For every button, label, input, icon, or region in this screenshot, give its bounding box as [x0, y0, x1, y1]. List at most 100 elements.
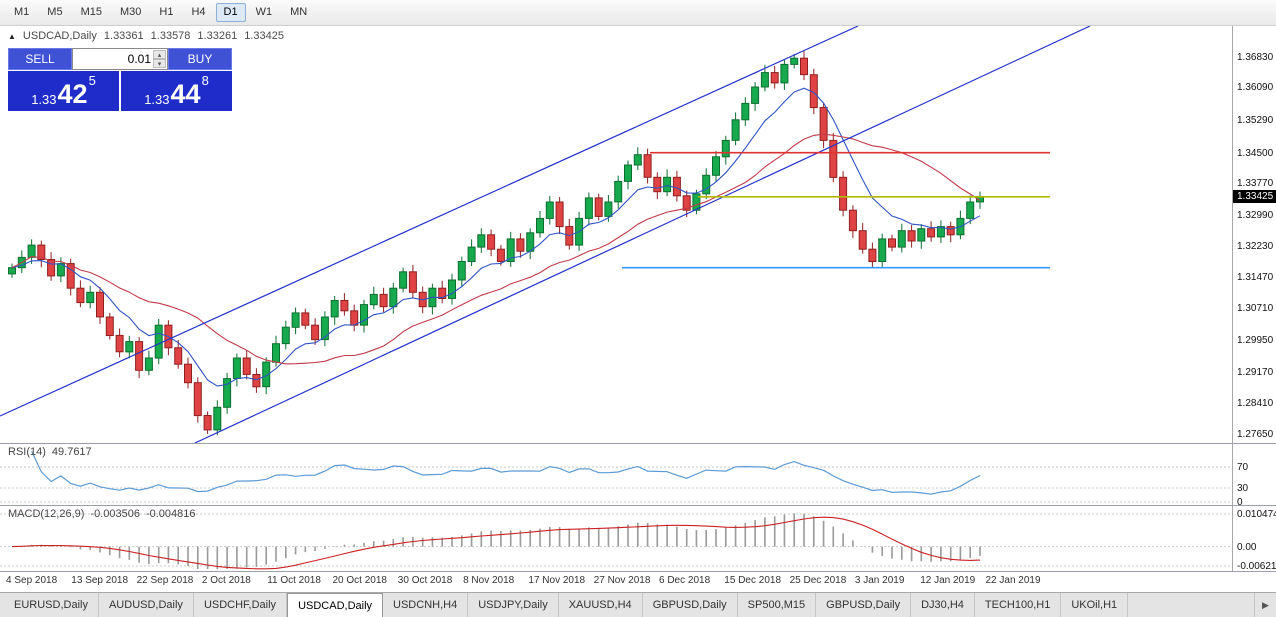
chart-tab-eurusd-daily[interactable]: EURUSD,Daily: [4, 593, 99, 617]
date-tick-label: 25 Dec 2018: [789, 575, 847, 586]
date-tick-label: 13 Sep 2018: [71, 575, 129, 586]
chart-tab-dj30-h4[interactable]: DJ30,H4: [911, 593, 975, 617]
macd-indicator-panel: MACD(12,26,9) -0.003506 -0.004816 0.0104…: [0, 506, 1276, 572]
chart-tab-usdcnh-h4[interactable]: USDCNH,H4: [383, 593, 469, 617]
date-tick-label: 6 Dec 2018: [659, 575, 711, 586]
chart-tab-xauusd-h4[interactable]: XAUUSD,H4: [559, 593, 643, 617]
rsi-name: RSI(14): [8, 446, 46, 458]
panel-splitter[interactable]: [0, 443, 1276, 444]
chart-tab-sp500-m15[interactable]: SP500,M15: [738, 593, 817, 617]
tab-list: EURUSD,Daily AUDUSD,Daily USDCHF,Daily USDC…: [4, 593, 1129, 617]
current-price-badge: 1.33425: [1233, 189, 1276, 203]
chart-tab-bar: EURUSD,Daily AUDUSD,Daily USDCHF,Daily USDC…: [0, 592, 1276, 617]
rsi-chart[interactable]: [0, 444, 1232, 505]
timeframe-button-m15[interactable]: M15: [80, 6, 102, 18]
date-tick-label: 22 Jan 2019: [985, 575, 1041, 586]
rsi-value: 49.7617: [51, 446, 92, 458]
trade-panel-toggle-icon[interactable]: ▲: [8, 31, 16, 41]
macd-axis-label: 0.00: [1237, 541, 1257, 553]
chart-tab-audusd-daily[interactable]: AUDUSD,Daily: [99, 593, 194, 617]
bid-price-display[interactable]: 1.33 42 5: [8, 71, 119, 111]
price-axis-label: 1.36090: [1237, 82, 1274, 94]
ask-prefix: 1.33: [144, 92, 170, 107]
macd-axis-label: -0.006218: [1237, 561, 1276, 572]
volume-stepper-up-icon[interactable]: ▴: [153, 50, 166, 59]
volume-value: 0.01: [127, 52, 151, 66]
macd-name: MACD(12,26,9): [8, 508, 85, 520]
timeframe-button-m1[interactable]: M1: [14, 6, 30, 18]
chart-tab-usdjpy-daily[interactable]: USDJPY,Daily: [468, 593, 559, 617]
chart-symbol-label: USDCAD,Daily: [22, 30, 97, 42]
chart-tab-ukoil-h1[interactable]: UKOil,H1: [1061, 593, 1129, 617]
price-axis-label: 1.36830: [1237, 52, 1274, 63]
sell-button[interactable]: SELL: [8, 48, 72, 70]
timeframe-toolbar: M1 M5 M15 M30 H1 H4 D1 W1 MN: [0, 0, 1276, 26]
date-tick-label: 20 Oct 2018: [332, 575, 387, 586]
date-tick-label: 15 Dec 2018: [724, 575, 782, 586]
ohlc-close: 1.33425: [244, 30, 284, 42]
timeframe-button-m5[interactable]: M5: [47, 6, 63, 18]
tab-scroll-right-icon[interactable]: ▶: [1254, 593, 1276, 617]
chart-tab-usdchf-daily[interactable]: USDCHF,Daily: [194, 593, 288, 617]
date-tick-label: 2 Oct 2018: [201, 575, 251, 586]
timeframe-button-h4[interactable]: H4: [191, 6, 206, 18]
rsi-axis-label: 30: [1237, 483, 1249, 494]
chart-tab-gbpusd-daily[interactable]: GBPUSD,Daily: [816, 593, 912, 617]
rsi-indicator-panel: RSI(14) 49.7617 70 30 0: [0, 444, 1276, 508]
price-axis[interactable]: 1.36830 1.36090 1.35290 1.34500 1.33770 1.329…: [1232, 26, 1276, 443]
ask-price-display[interactable]: 1.33 44 8: [121, 71, 232, 111]
ohlc-low: 1.33261: [197, 30, 238, 42]
date-tick-label: 4 Sep 2018: [6, 575, 58, 586]
rsi-label: RSI(14) 49.7617: [8, 446, 92, 458]
buy-button[interactable]: BUY: [168, 48, 232, 70]
price-axis-label: 1.31470: [1237, 272, 1274, 284]
rsi-axis-label: 0: [1237, 497, 1243, 508]
price-axis-label: 1.27650: [1237, 429, 1274, 440]
chart-tab-usdcad-daily[interactable]: USDCAD,Daily: [287, 593, 384, 617]
chart-header: ▲ USDCAD,Daily 1.33361 1.33578 1.33261 1…: [8, 30, 284, 42]
timeframe-button-h1[interactable]: H1: [159, 6, 174, 18]
date-tick-label: 30 Oct 2018: [397, 575, 453, 586]
bid-prefix: 1.33: [31, 92, 57, 107]
ask-pip-digit: 8: [201, 73, 209, 88]
macd-value-signal: -0.004816: [145, 508, 196, 520]
price-axis-label: 1.34500: [1237, 147, 1274, 159]
macd-axis-label: 0.010474: [1237, 509, 1276, 520]
macd-label: MACD(12,26,9) -0.003506 -0.004816: [8, 508, 196, 520]
chart-tab-gbpusd-daily[interactable]: GBPUSD,Daily: [643, 593, 738, 617]
price-axis-label: 1.28410: [1237, 397, 1274, 409]
panel-splitter[interactable]: [0, 505, 1276, 506]
bid-big-digits: 42: [57, 79, 88, 109]
ohlc-open: 1.33361: [103, 30, 144, 42]
timeframe-button-w1[interactable]: W1: [255, 6, 273, 18]
panel-splitter[interactable]: [0, 571, 1276, 572]
timeframe-button-d1[interactable]: D1: [215, 3, 246, 22]
price-axis-label: 1.30710: [1237, 303, 1274, 315]
rsi-axis[interactable]: 70 30 0: [1232, 444, 1276, 508]
volume-input[interactable]: 0.01 ▴ ▾: [72, 48, 168, 70]
date-axis[interactable]: 4 Sep 2018 13 Sep 2018 22 Sep 2018 2 Oct 20…: [0, 572, 1276, 592]
date-tick-label: 22 Sep 2018: [136, 575, 194, 586]
ohlc-high: 1.33578: [150, 30, 191, 42]
chart-tab-tech100-h1[interactable]: TECH100,H1: [975, 593, 1062, 617]
rsi-axis-label: 70: [1237, 462, 1249, 473]
timeframe-button-mn[interactable]: MN: [290, 6, 308, 18]
macd-chart[interactable]: [0, 506, 1232, 571]
date-tick-label: 3 Jan 2019: [854, 575, 905, 586]
date-tick-label: 11 Oct 2018: [267, 575, 321, 586]
timeframe-button-m30[interactable]: M30: [119, 6, 142, 18]
date-tick-label: 12 Jan 2019: [920, 575, 976, 586]
volume-stepper-down-icon[interactable]: ▾: [153, 59, 166, 68]
date-tick-label: 8 Nov 2018: [463, 575, 515, 586]
price-axis-label: 1.32230: [1237, 240, 1274, 252]
price-axis-label: 1.29950: [1237, 334, 1274, 346]
ask-big-digits: 44: [170, 79, 201, 109]
candlestick-chart[interactable]: [0, 26, 1232, 443]
price-axis-label: 1.35290: [1237, 115, 1274, 127]
macd-axis[interactable]: 0.010474 0.00 -0.006218: [1232, 506, 1276, 572]
price-axis-label: 1.33770: [1237, 177, 1274, 189]
price-axis-label: 1.32990: [1237, 209, 1274, 221]
one-click-trade-panel: SELL 0.01 ▴ ▾ BUY 1.33 42 5 1.33 44 8: [8, 48, 232, 111]
date-tick-label: 17 Nov 2018: [528, 575, 586, 586]
date-tick-label: 27 Nov 2018: [593, 575, 651, 586]
